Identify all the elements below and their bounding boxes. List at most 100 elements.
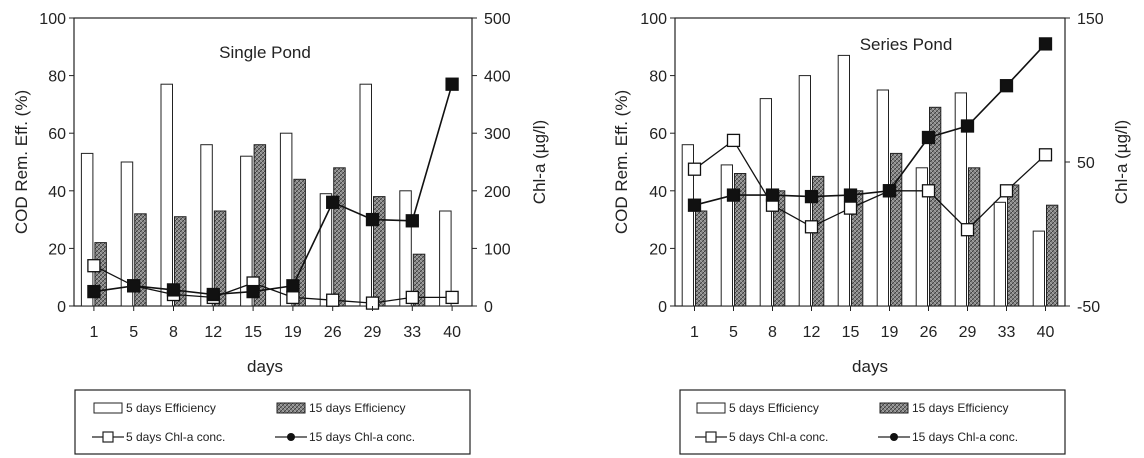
plot-frame xyxy=(674,17,1066,307)
marker-15d-chla xyxy=(765,188,780,202)
x-tick-label: 29 xyxy=(364,324,382,341)
right-axis-ticks: 0 100 200 300 400 500 xyxy=(472,11,511,316)
marker-5d-chla xyxy=(87,259,101,273)
bar-5d-efficiency xyxy=(876,89,890,307)
x-axis-ticks: 1 5 8 12 15 19 26 29 33 40 xyxy=(690,306,1055,341)
x-tick-label: 15 xyxy=(842,324,860,341)
y2-tick-label: 400 xyxy=(484,69,511,86)
bar-15d-efficiency xyxy=(94,242,107,307)
bar-5d-efficiency xyxy=(993,201,1007,307)
bar-5d-efficiency xyxy=(954,92,968,307)
legend-label: 15 days Chl-a conc. xyxy=(309,430,415,444)
marker-5d-chla xyxy=(999,184,1014,198)
bar-group xyxy=(80,83,452,307)
y-axis-label: COD Rem. Eff. (%) xyxy=(612,90,631,234)
marker-5d-chla xyxy=(726,133,741,148)
bar-5d-efficiency xyxy=(359,83,372,307)
y2-tick-label: 100 xyxy=(484,241,511,258)
y2-tick-label: 500 xyxy=(484,11,511,28)
line-15d-chla xyxy=(694,43,1047,206)
bar-group xyxy=(681,54,1059,307)
marker-15d-chla xyxy=(921,130,936,145)
x-tick-label: 1 xyxy=(690,324,699,341)
bar-5d-efficiency xyxy=(439,210,452,307)
plot-frame xyxy=(73,17,473,307)
y2-tick-label: 150 xyxy=(1077,11,1104,28)
line-group xyxy=(687,37,1053,237)
bar-5d-efficiency xyxy=(160,83,173,307)
x-tick-label: 33 xyxy=(403,324,421,341)
x-tick-label: 26 xyxy=(324,324,342,341)
x-tick-label: 40 xyxy=(443,324,461,341)
marker-15d-chla xyxy=(405,214,419,228)
legend-label: 5 days Efficiency xyxy=(729,401,819,415)
marker-5d-chla xyxy=(286,290,300,305)
marker-15d-chla xyxy=(999,79,1014,93)
legend-label: 15 days Chl-a conc. xyxy=(912,430,1018,444)
marker-15d-chla xyxy=(127,279,141,293)
bar-15d-efficiency xyxy=(695,210,708,307)
marker-15d-chla xyxy=(960,119,975,133)
marker-15d-chla xyxy=(804,189,819,204)
marker-5d-chla xyxy=(1038,148,1053,162)
left-axis-ticks: 0 20 40 60 80 100 xyxy=(640,11,675,316)
line-15d-chla xyxy=(93,83,453,296)
y-tick-label: 80 xyxy=(48,69,66,86)
chart-title: Series Pond xyxy=(860,35,953,54)
x-tick-label: 5 xyxy=(129,324,138,341)
bar-5d-efficiency xyxy=(240,155,253,307)
x-tick-label: 29 xyxy=(959,324,977,341)
right-axis-ticks: -50 50 150 xyxy=(1065,11,1104,316)
y2-tick-label: 50 xyxy=(1077,155,1095,172)
x-tick-label: 19 xyxy=(881,324,899,341)
bar-15d-efficiency xyxy=(333,167,346,307)
x-tick-label: 8 xyxy=(169,324,178,341)
marker-15d-chla xyxy=(246,284,260,299)
marker-15d-chla xyxy=(166,283,181,297)
y-tick-label: 0 xyxy=(57,299,66,316)
bar-15d-efficiency xyxy=(929,106,942,307)
legend-swatch-15d-efficiency xyxy=(276,402,306,414)
legend-label: 15 days Efficiency xyxy=(309,401,406,415)
marker-15d-chla xyxy=(365,212,380,227)
marker-15d-chla xyxy=(687,198,702,212)
x-tick-label: 8 xyxy=(768,324,777,341)
x-tick-label: 40 xyxy=(1037,324,1055,341)
bar-15d-efficiency xyxy=(293,178,306,307)
bar-5d-efficiency xyxy=(200,144,213,307)
y-tick-label: 40 xyxy=(649,184,667,201)
marker-15d-chla xyxy=(726,188,741,202)
marker-5d-chla xyxy=(921,184,936,198)
legend-marker-5d-chla xyxy=(705,431,717,443)
bar-15d-efficiency xyxy=(134,213,147,307)
y2-tick-label: 200 xyxy=(484,184,511,201)
bar-15d-efficiency xyxy=(851,190,864,307)
y2-tick-label: -50 xyxy=(1077,299,1100,316)
bar-5d-efficiency xyxy=(837,54,851,307)
bar-5d-efficiency xyxy=(915,167,929,307)
line-group xyxy=(87,77,459,310)
legend-marker-15d-chla xyxy=(287,433,295,441)
legend-label: 5 days Chl-a conc. xyxy=(729,430,828,444)
y-tick-label: 40 xyxy=(48,184,66,201)
y-tick-label: 80 xyxy=(649,69,667,86)
left-axis-ticks: 0 20 40 60 80 100 xyxy=(39,11,74,316)
marker-15d-chla xyxy=(1038,37,1053,51)
marker-5d-chla xyxy=(445,290,459,305)
legend-label: 5 days Efficiency xyxy=(126,401,216,415)
x-axis-label: days xyxy=(247,357,283,376)
line-5d-chla xyxy=(694,139,1046,231)
bar-15d-efficiency xyxy=(412,253,426,307)
bar-5d-efficiency xyxy=(1032,230,1045,307)
marker-5d-chla xyxy=(405,290,419,305)
bar-5d-efficiency xyxy=(80,152,94,307)
legend: 5 days Efficiency 15 days Efficiency 5 d… xyxy=(74,389,471,455)
legend-swatch-15d-efficiency xyxy=(879,402,909,414)
marker-15d-chla xyxy=(286,279,300,293)
bar-5d-efficiency xyxy=(720,164,734,307)
marker-5d-chla xyxy=(804,220,819,234)
y2-tick-label: 300 xyxy=(484,126,511,143)
